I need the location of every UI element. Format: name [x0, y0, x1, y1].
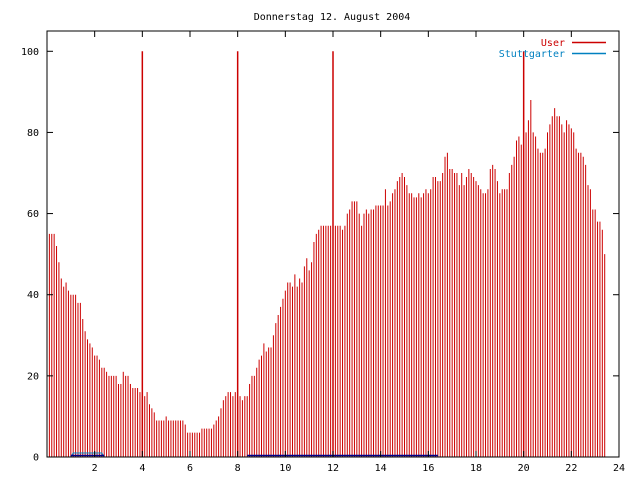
y-tick-label: 80: [27, 128, 39, 139]
x-tick-label: 2: [92, 463, 98, 474]
legend-label-user: User: [541, 38, 565, 49]
x-tick-label: 6: [187, 463, 193, 474]
x-tick-label: 18: [470, 463, 482, 474]
x-tick-label: 10: [279, 463, 291, 474]
x-tick-label: 4: [139, 463, 145, 474]
x-tick-label: 14: [375, 463, 387, 474]
y-tick-label: 60: [27, 209, 39, 220]
chart-title: Donnerstag 12. August 2004: [254, 12, 411, 23]
bars-layer: [46, 51, 608, 458]
x-tick-label: 16: [422, 463, 434, 474]
x-tick-label: 22: [565, 463, 577, 474]
x-tick-label: 20: [518, 463, 530, 474]
y-tick-label: 100: [21, 47, 39, 58]
legend-label-stuttgarter: Stuttgarter: [499, 49, 565, 60]
y-tick-label: 20: [27, 371, 39, 382]
x-tick-label: 24: [613, 463, 625, 474]
legend: User Stuttgarter: [499, 38, 606, 60]
x-tick-label: 12: [327, 463, 339, 474]
y-tick-label: 0: [33, 453, 39, 464]
y-tick-label: 40: [27, 290, 39, 301]
x-tick-label: 8: [235, 463, 241, 474]
